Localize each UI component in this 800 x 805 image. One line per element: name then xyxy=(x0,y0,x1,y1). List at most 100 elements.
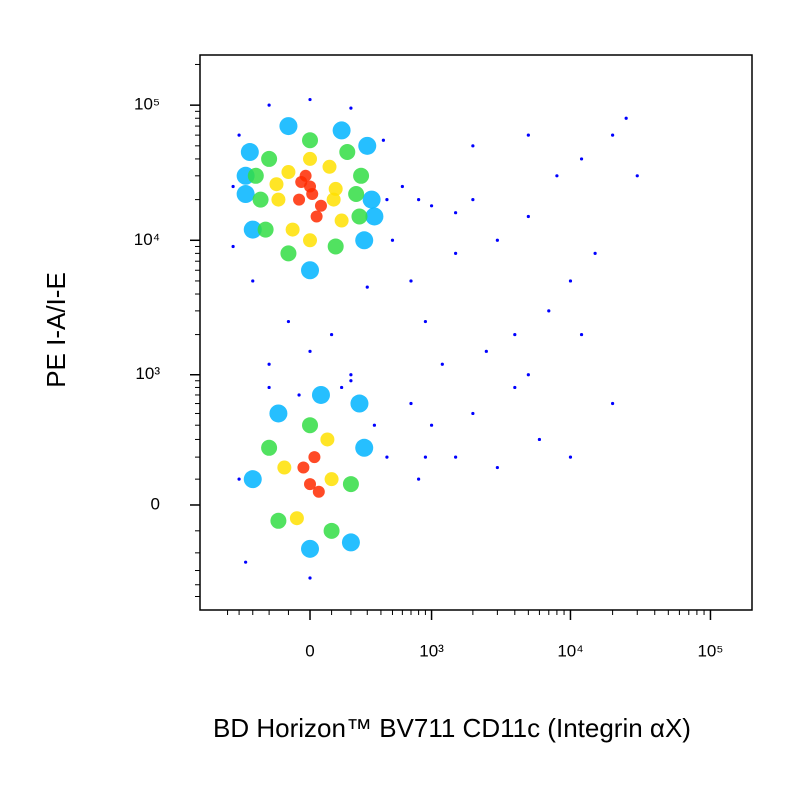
data-point xyxy=(495,465,499,470)
data-point xyxy=(327,238,344,255)
data-point xyxy=(332,121,351,140)
data-point xyxy=(237,133,241,137)
data-point xyxy=(611,133,615,137)
data-point xyxy=(244,560,248,564)
data-point xyxy=(471,198,475,202)
data-point xyxy=(362,190,381,209)
data-point xyxy=(281,165,296,180)
data-point xyxy=(311,385,330,404)
data-point xyxy=(348,186,365,203)
data-point xyxy=(454,455,458,459)
data-point xyxy=(320,432,335,447)
data-point xyxy=(342,476,359,493)
data-point xyxy=(279,117,298,136)
data-point xyxy=(537,437,542,442)
data-point xyxy=(261,439,278,456)
data-point xyxy=(231,184,235,189)
data-point xyxy=(289,511,304,526)
data-point xyxy=(358,136,377,155)
data-point xyxy=(302,132,319,149)
data-point xyxy=(526,214,530,219)
data-point xyxy=(302,417,319,434)
x-axis-title: BD Horizon™ BV711 CD11c (Integrin αX) xyxy=(213,713,691,743)
data-point xyxy=(301,261,320,280)
y-tick-label: 0 xyxy=(151,494,160,513)
data-point xyxy=(286,319,291,324)
data-point xyxy=(526,133,530,137)
data-point xyxy=(351,208,368,225)
data-point xyxy=(339,144,356,161)
data-point xyxy=(484,349,488,353)
data-point xyxy=(353,167,370,184)
data-point xyxy=(513,385,517,390)
data-point xyxy=(400,184,404,189)
data-point xyxy=(547,309,551,313)
data-point xyxy=(355,231,374,250)
data-point xyxy=(303,151,318,166)
data-point xyxy=(270,512,287,529)
data-point xyxy=(611,401,615,406)
data-point xyxy=(297,461,310,474)
data-point xyxy=(277,460,292,475)
data-point xyxy=(308,576,312,580)
data-point xyxy=(308,451,321,464)
data-point xyxy=(593,251,597,255)
data-point xyxy=(247,167,264,184)
x-tick-label: 10³ xyxy=(419,641,444,660)
data-point xyxy=(301,539,320,558)
data-point xyxy=(267,103,271,107)
data-point xyxy=(231,244,235,249)
data-point xyxy=(385,455,389,459)
data-point xyxy=(390,238,395,242)
data-point xyxy=(429,204,434,208)
data-point xyxy=(423,319,428,324)
x-tick-label: 10⁵ xyxy=(697,641,723,660)
data-point xyxy=(322,159,337,174)
data-point xyxy=(385,198,389,202)
data-point xyxy=(312,485,325,498)
data-point xyxy=(365,207,384,226)
data-point xyxy=(252,191,269,208)
data-point xyxy=(295,175,308,188)
data-point xyxy=(349,106,353,110)
data-point xyxy=(495,238,499,242)
y-tick-label: 10³ xyxy=(135,364,160,383)
y-tick-label: 10⁴ xyxy=(134,230,160,249)
data-point xyxy=(310,210,323,223)
y-tick-label: 10⁵ xyxy=(134,95,160,114)
data-point xyxy=(323,522,340,539)
data-point xyxy=(454,211,458,215)
data-point xyxy=(324,472,339,487)
data-point xyxy=(349,373,353,377)
data-point xyxy=(341,533,360,552)
data-point xyxy=(308,349,312,353)
data-point xyxy=(243,470,262,489)
data-point xyxy=(365,285,369,289)
data-point xyxy=(328,181,343,196)
data-point xyxy=(271,192,286,207)
data-point xyxy=(267,385,271,390)
data-point xyxy=(526,373,530,377)
data-point xyxy=(340,385,344,390)
data-point xyxy=(240,143,259,162)
x-tick-label: 0 xyxy=(305,641,314,660)
data-point xyxy=(471,144,475,148)
y-axis-title: PE I-A/I-E xyxy=(41,272,71,388)
data-point xyxy=(349,379,353,383)
data-point xyxy=(237,477,241,481)
data-point xyxy=(624,116,628,120)
data-point xyxy=(372,423,376,427)
data-point xyxy=(409,279,413,283)
data-point xyxy=(269,404,288,423)
data-point xyxy=(269,177,284,192)
data-point xyxy=(417,198,421,202)
data-point xyxy=(579,157,584,161)
data-point xyxy=(285,222,300,237)
data-point xyxy=(236,185,255,204)
data-point xyxy=(257,221,274,238)
data-point xyxy=(326,192,341,207)
data-point xyxy=(429,423,434,427)
data-point xyxy=(304,478,317,491)
data-point xyxy=(381,138,385,142)
data-point xyxy=(417,477,421,481)
